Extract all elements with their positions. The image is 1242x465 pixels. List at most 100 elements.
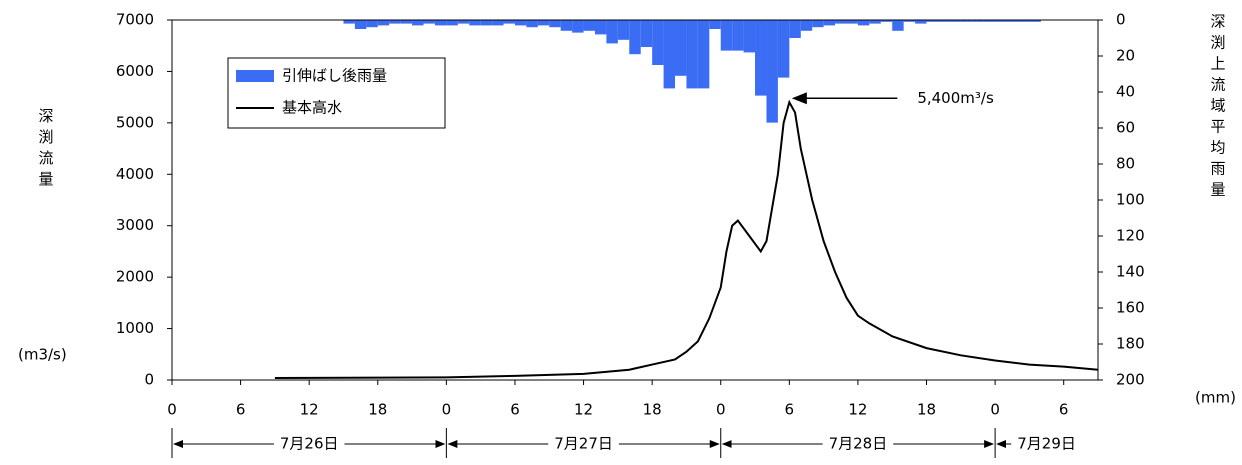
rain-bar <box>823 20 836 26</box>
y-tick-label: 3000 <box>116 216 154 234</box>
rain-bar <box>606 20 618 44</box>
x-tick-label: 6 <box>1059 401 1069 419</box>
rain-bar <box>514 20 527 26</box>
y2-tick-label: 0 <box>1116 11 1126 29</box>
rain-bar <box>377 20 390 26</box>
x-tick-label: 0 <box>716 401 726 419</box>
rain-bar <box>617 20 630 40</box>
rain-bar <box>469 20 481 26</box>
date-label: 7月26日 <box>280 435 339 453</box>
annotation: 5,400m³/s <box>917 89 994 107</box>
legend-label: 引伸ばし後雨量 <box>282 67 387 85</box>
rain-bar <box>537 20 550 26</box>
rain-bar <box>857 20 870 26</box>
y2-tick-label: 60 <box>1116 119 1135 137</box>
rain-bar <box>869 20 881 24</box>
y2-tick-label: 200 <box>1116 371 1145 389</box>
y2-tick-label: 20 <box>1116 47 1135 65</box>
rain-bar <box>343 20 355 24</box>
discharge-line <box>274 99 1099 379</box>
rain-bar <box>777 20 790 78</box>
rain-bar <box>1029 20 1041 22</box>
rain-bar <box>995 20 1007 22</box>
rain-bar <box>526 20 538 28</box>
x-tick-label: 12 <box>300 401 319 419</box>
y-unit: (m3/s) <box>18 346 67 364</box>
date-label: 7月28日 <box>829 435 888 453</box>
y2-axis-title: 深渕上流域平均雨量 <box>1209 14 1227 203</box>
rain-bar <box>835 20 847 24</box>
rain-bar <box>846 20 858 24</box>
rain-bar <box>549 20 561 28</box>
rain-bar <box>972 20 984 22</box>
y2-tick-label: 140 <box>1116 263 1145 281</box>
rain-bar <box>1006 20 1018 22</box>
rain-bar <box>915 20 927 24</box>
rain-bar <box>686 20 698 89</box>
x-tick-label: 12 <box>574 401 593 419</box>
rain-bar <box>594 20 607 35</box>
rain-bar <box>640 20 653 47</box>
rain-bar <box>480 20 493 26</box>
rain-bar <box>503 20 515 24</box>
rain-bar <box>1017 20 1030 22</box>
y2-tick-label: 40 <box>1116 83 1135 101</box>
legend-label: 基本高水 <box>282 99 342 117</box>
rain-bar <box>457 20 470 24</box>
rain-bar <box>766 20 778 123</box>
x-tick-label: 0 <box>167 401 177 419</box>
x-tick-label: 6 <box>785 401 795 419</box>
y2-tick-label: 160 <box>1116 299 1145 317</box>
legend-box <box>227 57 446 129</box>
y-tick-label: 7000 <box>116 11 154 29</box>
rain-bar <box>732 20 744 51</box>
rain-bar <box>880 20 893 22</box>
x-tick-label: 18 <box>917 401 936 419</box>
legend-swatch <box>236 70 274 82</box>
x-tick-label: 6 <box>510 401 520 419</box>
y2-tick-label: 180 <box>1116 335 1145 353</box>
rain-bar <box>937 20 950 22</box>
rain-bar <box>583 20 595 31</box>
y2-unit: (mm) <box>1195 389 1236 407</box>
rain-bar <box>903 20 916 22</box>
rain-bar <box>789 20 801 38</box>
y-tick-label: 6000 <box>116 62 154 80</box>
rain-bar <box>743 20 756 53</box>
x-tick-label: 0 <box>990 401 1000 419</box>
y-tick-label: 1000 <box>116 319 154 337</box>
y-tick-label: 2000 <box>116 268 154 286</box>
rain-bar <box>366 20 378 28</box>
rain-bar <box>983 20 996 22</box>
rain-bar <box>892 20 904 31</box>
rain-bar <box>663 20 676 89</box>
rain-bar <box>354 20 367 29</box>
rain-bar <box>949 20 961 22</box>
rain-bar <box>400 20 413 24</box>
rain-bar <box>709 20 721 29</box>
y-tick-label: 4000 <box>116 165 154 183</box>
y2-tick-label: 120 <box>1116 227 1145 245</box>
rain-bar <box>812 20 824 28</box>
rain-bar <box>629 20 641 55</box>
x-tick-label: 12 <box>848 401 867 419</box>
rain-bar <box>434 20 447 26</box>
date-label: 7月27日 <box>554 435 613 453</box>
rain-bar <box>492 20 504 26</box>
rain-bar <box>697 20 710 89</box>
x-tick-label: 6 <box>236 401 246 419</box>
rain-bar <box>572 20 584 33</box>
rain-bar <box>800 20 813 31</box>
y-tick-label: 0 <box>144 371 154 389</box>
rain-bar <box>720 20 733 51</box>
rain-bar <box>652 20 664 65</box>
rain-bar <box>960 20 973 22</box>
y-tick-label: 5000 <box>116 113 154 131</box>
rain-bar <box>926 20 938 22</box>
rain-bar <box>675 20 687 76</box>
x-tick-label: 18 <box>368 401 387 419</box>
date-label: 7月29日 <box>1017 435 1076 453</box>
rain-bar <box>412 20 424 26</box>
rain-bar <box>446 20 458 26</box>
